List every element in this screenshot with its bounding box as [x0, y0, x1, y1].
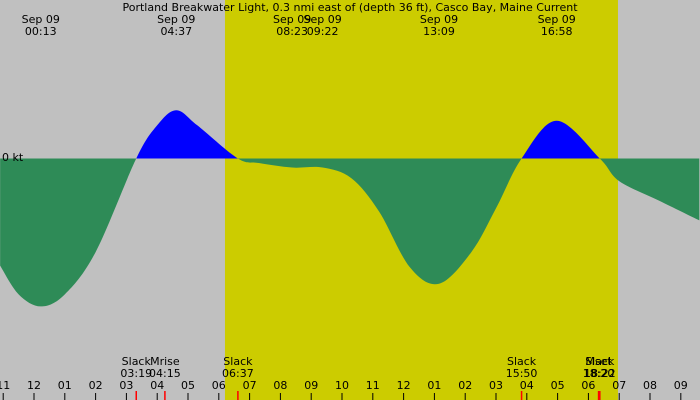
x-tick-label: 11 [366, 379, 380, 392]
x-tick-label: 05 [181, 379, 195, 392]
x-tick-label: 08 [643, 379, 657, 392]
extreme-date: Sep 09 [420, 13, 458, 26]
event-time: 18:22 [584, 367, 616, 380]
x-tick-label: 07 [612, 379, 626, 392]
x-tick-label: 09 [674, 379, 688, 392]
extreme-date: Sep 09 [538, 13, 576, 26]
event-label: Slack [122, 355, 152, 368]
extreme-date: Sep 09 [303, 13, 341, 26]
extreme-time: 00:13 [25, 25, 57, 38]
x-tick-label: 07 [243, 379, 257, 392]
event-time: 04:15 [149, 367, 181, 380]
extreme-date: Sep 09 [273, 13, 311, 26]
x-tick-label: 12 [397, 379, 411, 392]
x-tick-label: 01 [58, 379, 72, 392]
x-tick-label: 12 [27, 379, 41, 392]
x-tick-label: 06 [212, 379, 226, 392]
x-tick-label: 04 [520, 379, 534, 392]
event-label: Mset [585, 355, 612, 368]
ebb-area [0, 158, 700, 307]
extreme-time: 13:09 [423, 25, 455, 38]
event-time: 15:50 [506, 367, 538, 380]
event-label: Slack [223, 355, 253, 368]
event-time: 06:37 [222, 367, 254, 380]
event-time: 18:20 [583, 367, 615, 380]
extreme-time: 08:23 [276, 25, 308, 38]
event-label: Slack [585, 355, 615, 368]
x-tick-label: 09 [304, 379, 318, 392]
x-tick-label: 02 [458, 379, 472, 392]
x-tick-label: 03 [119, 379, 133, 392]
chart-title: Portland Breakwater Light, 0.3 nmi east … [122, 1, 578, 14]
event-label: Mrise [150, 355, 180, 368]
zero-label: 0 kt [2, 151, 24, 164]
x-tick-label: 05 [551, 379, 565, 392]
x-tick-label: 03 [489, 379, 503, 392]
x-tick-label: 01 [427, 379, 441, 392]
x-tick-label: 11 [0, 379, 10, 392]
extreme-time: 16:58 [541, 25, 573, 38]
event-time: 03:19 [120, 367, 152, 380]
flood-area [136, 110, 600, 159]
x-tick-label: 10 [335, 379, 349, 392]
event-label: Slack [507, 355, 537, 368]
x-tick-label: 02 [89, 379, 103, 392]
extreme-time: 09:22 [307, 25, 339, 38]
x-tick-label: 04 [150, 379, 164, 392]
extreme-date: Sep 09 [157, 13, 195, 26]
extreme-date: Sep 09 [22, 13, 60, 26]
extreme-time: 04:37 [160, 25, 192, 38]
x-tick-label: 06 [581, 379, 595, 392]
x-tick-label: 08 [273, 379, 287, 392]
